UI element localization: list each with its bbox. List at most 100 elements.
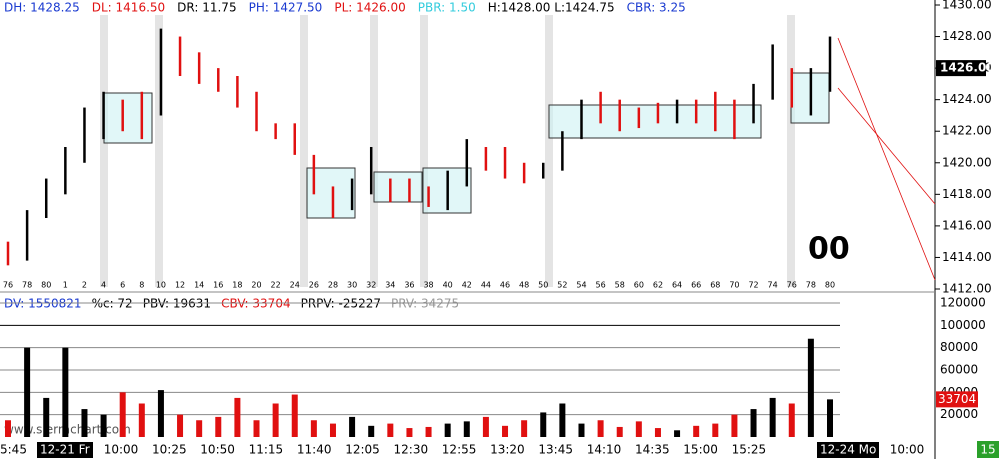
time-label: 11:15 — [249, 443, 284, 457]
date-label: 12-21 Fr — [40, 443, 90, 457]
corner-box — [977, 441, 999, 458]
volume-bar — [62, 347, 69, 437]
volume-bar — [712, 423, 719, 437]
last-price-box — [936, 60, 986, 77]
header-stat: H:1428.00 L:1424.75 — [488, 1, 615, 15]
header-stat: DL: 1416.50 — [92, 1, 165, 15]
x-tick-label: 78 — [806, 281, 816, 290]
x-tick-label: 12 — [175, 281, 185, 290]
y2-tick-label: 100000 — [940, 318, 986, 332]
x-tick-label: 8 — [139, 281, 144, 290]
last-volume-box — [936, 391, 978, 408]
time-label: 5:45 — [0, 443, 27, 457]
volume-bar — [253, 420, 260, 437]
volume-bar — [196, 420, 203, 437]
x-tick-label: 52 — [557, 281, 567, 290]
x-tick-label: 68 — [710, 281, 720, 290]
time-label: 14:35 — [635, 443, 670, 457]
volume-bar — [138, 403, 145, 437]
x-tick-label: 38 — [423, 281, 433, 290]
y2-tick-label: 120000 — [940, 296, 986, 310]
x-tick-label: 28 — [328, 281, 338, 290]
time-label: 12:55 — [442, 443, 477, 457]
x-tick-label: 44 — [481, 281, 491, 290]
x-tick-label: 20 — [251, 281, 261, 290]
volume-bar — [100, 414, 107, 437]
volume-bar — [24, 347, 31, 437]
x-tick-label: 72 — [748, 281, 758, 290]
x-tick-label: 54 — [576, 281, 586, 290]
header-stat: DR: 11.75 — [177, 1, 236, 15]
x-tick-label: 6 — [120, 281, 125, 290]
volume-bar — [559, 403, 566, 437]
x-tick-label: 62 — [653, 281, 663, 290]
time-label: 14:10 — [587, 443, 622, 457]
y-tick-label: 1414.00 — [942, 250, 992, 264]
volume-bar — [444, 423, 451, 437]
y-tick-label: 1422.00 — [942, 124, 992, 138]
y-tick-label: 1430.00 — [942, 0, 992, 12]
x-tick-label: 50 — [538, 281, 548, 290]
volume-bar — [463, 421, 470, 437]
date-label: 12-24 Mo — [820, 443, 876, 457]
time-label: 13:45 — [538, 443, 573, 457]
volume-bar — [578, 423, 585, 437]
projection-lines — [837, 37, 936, 281]
volume-bar — [482, 416, 489, 437]
volume-bar — [406, 428, 413, 437]
y-tick-label: 1412.00 — [942, 282, 992, 296]
x-tick-label: 1 — [63, 281, 68, 290]
x-tick-label: 46 — [500, 281, 510, 290]
volume-bar — [807, 338, 814, 437]
time-label: 15:25 — [732, 443, 767, 457]
time-label: 12:30 — [394, 443, 429, 457]
x-tick-label: 76 — [3, 281, 13, 290]
volume-bar — [635, 421, 642, 437]
x-tick-label: 30 — [347, 281, 357, 290]
last-price-label: 1426.00 — [940, 61, 995, 75]
volume-bar — [654, 428, 661, 437]
volume-bar — [750, 409, 757, 437]
volume-bar — [674, 430, 681, 437]
volume-bar — [43, 397, 50, 437]
volume-bar — [157, 390, 164, 437]
time-label: 10:50 — [200, 443, 235, 457]
corner-label: 15 — [980, 443, 995, 457]
x-tick-label: 78 — [22, 281, 32, 290]
x-tick-label: 2 — [82, 281, 87, 290]
x-tick-label: 64 — [672, 281, 682, 290]
volume-bar — [349, 416, 356, 437]
x-tick-label: 76 — [787, 281, 797, 290]
x-tick-label: 80 — [825, 281, 835, 290]
x-tick-label: 40 — [443, 281, 453, 290]
time-label: 12:05 — [345, 443, 380, 457]
volume-bar — [502, 425, 509, 437]
x-tick-label: 24 — [290, 281, 300, 290]
volume-bar — [616, 426, 623, 437]
header-stat: PL: 1426.00 — [334, 1, 405, 15]
volume-bar — [177, 414, 184, 437]
y-tick-label: 1420.00 — [942, 155, 992, 169]
volume-bar — [769, 397, 776, 437]
date-box — [817, 442, 879, 458]
time-label: 10:00 — [890, 443, 925, 457]
volume-bar — [329, 423, 336, 437]
time-label: 10:25 — [152, 443, 187, 457]
x-tick-label: 26 — [309, 281, 319, 290]
y-tick-label: 1416.00 — [942, 218, 992, 232]
x-tick-label: 22 — [271, 281, 281, 290]
time-label: 10:00 — [104, 443, 139, 457]
y2-tick-label: 60000 — [940, 363, 978, 377]
volume-bar — [387, 423, 394, 437]
date-box — [37, 442, 93, 458]
x-tick-label: 34 — [385, 281, 395, 290]
volume-bar — [540, 412, 547, 437]
volume-bar — [310, 420, 317, 437]
header-stat: PBR: 1.50 — [418, 1, 476, 15]
y2-tick-label: 20000 — [940, 407, 978, 421]
header-stat: PH: 1427.50 — [249, 1, 323, 15]
volume-bar — [731, 414, 738, 437]
time-label: 15:00 — [683, 443, 718, 457]
volume-bar — [272, 403, 279, 437]
x-tick-label: 70 — [729, 281, 739, 290]
